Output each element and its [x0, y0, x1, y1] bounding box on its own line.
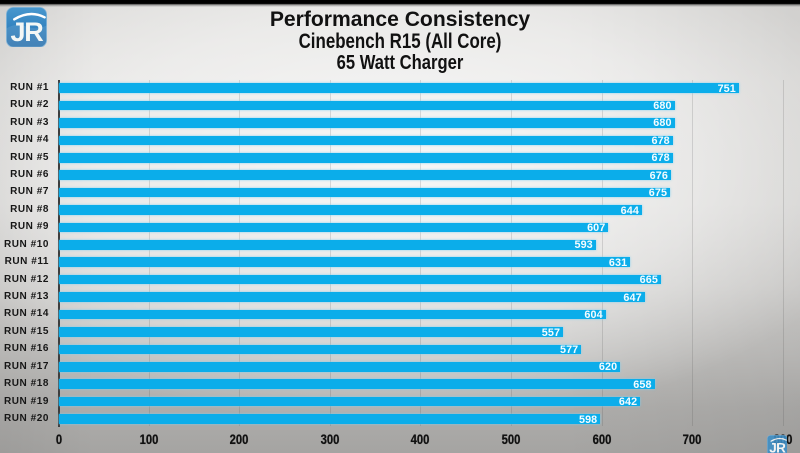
- svg-text:JR: JR: [769, 440, 786, 453]
- svg-text:JR: JR: [10, 17, 43, 47]
